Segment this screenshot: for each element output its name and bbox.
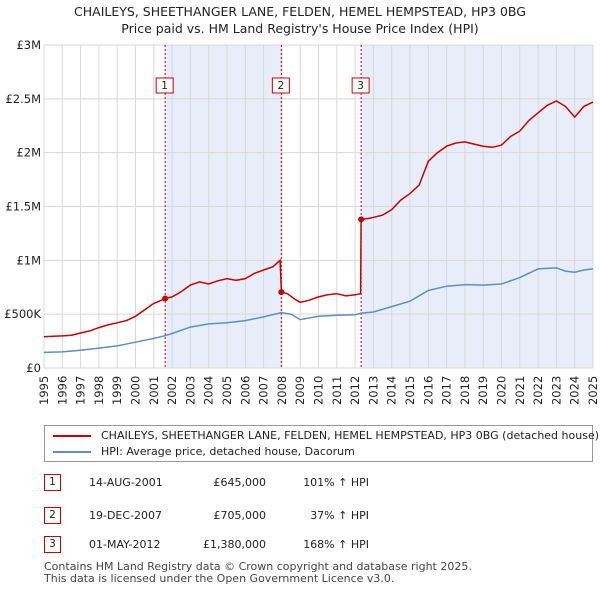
- x-tick-label: 2012: [348, 376, 362, 405]
- x-tick-label: 2014: [385, 376, 399, 405]
- x-tick-label: 1997: [74, 376, 88, 405]
- chart-title-line1: CHAILEYS, SHEETHANGER LANE, FELDEN, HEME…: [74, 4, 526, 19]
- x-tick-label: 2006: [238, 376, 252, 405]
- x-tick-label: 2008: [275, 376, 289, 405]
- sale-marker-box: [271, 77, 290, 94]
- x-tick-label: 2019: [476, 376, 490, 405]
- y-tick-label: £2.5M: [5, 92, 41, 106]
- price-chart: 1 2 3 £0 £500K £1M £1.5M £2M £2.5M £3M 1995 1996 199…: [4, 38, 600, 405]
- transaction-hpi-change: 101% ↑ HPI: [303, 476, 369, 489]
- transaction-hpi-change: 168% ↑ HPI: [303, 538, 369, 551]
- x-tick-label: 2024: [568, 376, 582, 405]
- x-tick-label: 2001: [147, 376, 161, 405]
- sale-point: [278, 289, 285, 296]
- transaction-date: 01-MAY-2012: [89, 538, 161, 551]
- transaction-marker: 3: [44, 536, 61, 553]
- legend: CHAILEYS, SHEETHANGER LANE, FELDEN, HEME…: [44, 425, 599, 462]
- x-tick-label: 2018: [458, 376, 472, 405]
- x-tick-label: 2025: [586, 376, 600, 405]
- x-tick-label: 2009: [293, 376, 307, 405]
- x-tick-label: 2015: [403, 376, 417, 405]
- y-tick-label: £500K: [4, 307, 41, 321]
- x-tick-label: 2011: [330, 376, 344, 405]
- footer-copyright: Contains HM Land Registry data © Crown c…: [44, 560, 472, 573]
- transaction-date: 19-DEC-2007: [89, 509, 163, 522]
- x-tick-label: 1996: [55, 376, 69, 405]
- x-tick-label: 2007: [257, 376, 271, 405]
- sale-marker-box: [351, 77, 370, 94]
- transaction-row: 1 14-AUG-2001 £645,000 101% ↑ HPI: [44, 474, 584, 494]
- x-tick-label: 2017: [440, 376, 454, 405]
- footer-licence: This data is licensed under the Open Gov…: [44, 572, 395, 585]
- sale-marker-label: 2: [278, 80, 285, 92]
- sale-marker-label: 3: [357, 80, 364, 92]
- x-tick-label: 2002: [165, 376, 179, 405]
- sale-marker-label: 1: [161, 80, 168, 92]
- y-tick-label: £1M: [16, 253, 41, 267]
- y-tick-label: £2M: [16, 146, 41, 160]
- transaction-marker: 1: [44, 474, 61, 491]
- transaction-date: 14-AUG-2001: [89, 476, 163, 489]
- chart-title-line2: Price paid vs. HM Land Registry's House …: [121, 21, 479, 36]
- x-tick-label: 2004: [202, 376, 216, 405]
- x-tick-label: 1999: [110, 376, 124, 405]
- transaction-price: £1,380,000: [203, 538, 266, 551]
- legend-hpi-swatch: [53, 451, 91, 453]
- x-tick-label: 1998: [92, 376, 106, 405]
- x-tick-label: 1995: [37, 376, 51, 405]
- y-tick-label: £1.5M: [5, 200, 41, 214]
- sale-marker-box: [155, 77, 174, 94]
- transaction-price: £645,000: [213, 476, 267, 489]
- sale-point: [162, 295, 169, 302]
- x-tick-label: 2013: [366, 376, 380, 405]
- y-tick-label: £3M: [16, 38, 41, 52]
- transaction-hpi-change: 37% ↑ HPI: [310, 509, 369, 522]
- hpi-line: [43, 267, 594, 354]
- transaction-row: 3 01-MAY-2012 £1,380,000 168% ↑ HPI: [44, 536, 584, 556]
- sale-point: [358, 216, 365, 223]
- transaction-row: 2 19-DEC-2007 £705,000 37% ↑ HPI: [44, 507, 584, 527]
- transaction-marker: 2: [44, 507, 61, 524]
- legend-hpi-label: HPI: Average price, detached house, Daco…: [101, 445, 355, 458]
- x-tick-label: 2023: [549, 376, 563, 405]
- x-tick-label: 2016: [421, 376, 435, 405]
- x-tick-label: 2003: [183, 376, 197, 405]
- x-tick-label: 2010: [312, 376, 326, 405]
- legend-property-swatch: [53, 435, 91, 437]
- transaction-price: £705,000: [213, 509, 267, 522]
- property-price-line: [43, 100, 594, 338]
- legend-property-label: CHAILEYS, SHEETHANGER LANE, FELDEN, HEME…: [101, 429, 600, 442]
- x-tick-label: 2020: [495, 376, 509, 405]
- x-tick-label: 2021: [513, 376, 527, 405]
- x-tick-label: 2022: [531, 376, 545, 405]
- y-tick-label: £0: [26, 361, 41, 375]
- x-tick-label: 2000: [129, 376, 143, 405]
- x-tick-label: 2005: [220, 376, 234, 405]
